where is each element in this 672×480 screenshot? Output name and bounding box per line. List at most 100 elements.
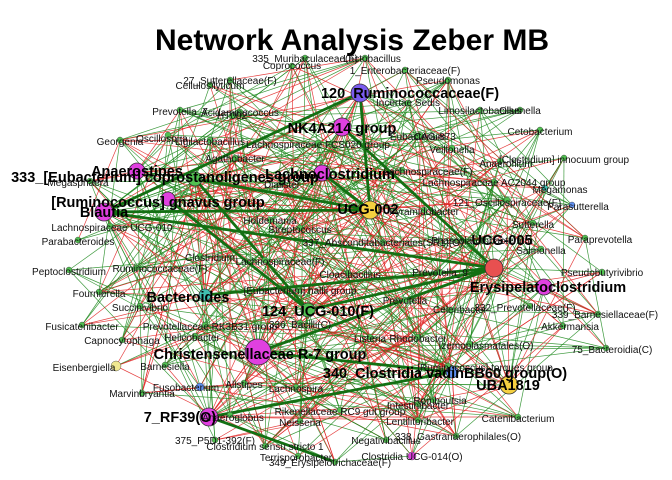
node-label: Negativibacillus (351, 436, 420, 447)
edge (369, 129, 541, 211)
edge (199, 386, 457, 437)
edge (493, 267, 603, 273)
edge (164, 309, 451, 366)
edge (307, 135, 419, 311)
edge (295, 386, 434, 401)
node (296, 417, 304, 425)
edge (199, 199, 508, 257)
node-label: 340_Clostridia vadinBB60 group(O) (323, 366, 567, 382)
node (448, 144, 456, 152)
node-label: Parabacteroides (42, 237, 115, 248)
edge (411, 371, 453, 457)
node (429, 396, 437, 404)
node-label: Barnesiella (140, 362, 190, 373)
edge (334, 455, 413, 463)
edge (179, 57, 366, 111)
edge (204, 324, 419, 338)
edge (209, 84, 266, 261)
node (95, 288, 103, 296)
edge (417, 271, 441, 338)
node-label: Salmonella (516, 246, 566, 257)
edge-strong (167, 197, 309, 312)
node-label: Megasphaera (47, 178, 109, 189)
edge (455, 313, 599, 437)
edge (347, 272, 406, 301)
node (278, 179, 286, 187)
node-label: 27_Sutterellaceae(F) (183, 76, 276, 87)
node (138, 389, 146, 397)
edge (584, 237, 607, 349)
edge (364, 57, 425, 211)
edge (298, 69, 406, 291)
node (211, 436, 219, 444)
node (466, 340, 474, 348)
edge (103, 57, 306, 213)
node (313, 164, 331, 182)
node (598, 268, 606, 276)
edge (139, 305, 201, 388)
edge (204, 322, 301, 326)
edge (139, 305, 419, 421)
node (529, 219, 537, 227)
edge (103, 211, 216, 441)
node-label: 338_Gastranaerophilales(O) (395, 432, 521, 443)
node (401, 296, 409, 304)
edge (209, 84, 495, 183)
edge (121, 109, 181, 341)
edge (115, 324, 206, 367)
edge (234, 157, 519, 418)
edge (194, 178, 336, 463)
edge (304, 57, 387, 441)
edge (229, 414, 336, 463)
node-label: Cellulosilyticum (176, 81, 245, 92)
node-label: [Ruminococcus] gnavus group (51, 195, 265, 211)
node-label: Clostridia UCG-014(O) (361, 452, 462, 463)
edge (299, 160, 501, 324)
edge (334, 204, 573, 463)
edge (257, 336, 419, 353)
node (350, 83, 370, 103)
edge (199, 386, 387, 441)
edge (469, 181, 495, 345)
node (602, 344, 610, 352)
node-label: Listeria (354, 334, 387, 345)
node (261, 256, 269, 264)
edge (291, 65, 501, 162)
node-label: Phascolarctobacterium (431, 236, 533, 247)
node (514, 413, 522, 421)
edge (209, 139, 231, 416)
edge (299, 134, 421, 229)
node (116, 136, 124, 144)
node-label: 335_Muribaculaceae(F) (252, 54, 358, 65)
edge (432, 79, 449, 401)
edge (229, 79, 425, 211)
edge (139, 109, 481, 307)
edge (234, 157, 495, 183)
edge (404, 299, 607, 349)
node (559, 322, 567, 330)
edge (208, 209, 371, 418)
edge (194, 178, 206, 296)
edge-strong (257, 266, 495, 354)
node (314, 139, 322, 147)
edge-strong (208, 415, 336, 464)
node (236, 108, 244, 116)
node-layer (65, 54, 610, 466)
node (536, 126, 544, 134)
node-label: Rhodobacter (389, 334, 447, 345)
edge (199, 255, 419, 421)
edge (231, 115, 534, 224)
node (476, 106, 484, 114)
edge (341, 109, 521, 128)
edge (544, 157, 565, 189)
node (294, 452, 302, 460)
node (295, 286, 303, 294)
edge (299, 92, 361, 229)
node (407, 451, 417, 461)
edge (347, 102, 409, 274)
edge-strong (307, 266, 495, 312)
edge (119, 139, 319, 144)
edge (404, 69, 510, 386)
edge-strong (341, 125, 495, 270)
edge (208, 271, 441, 418)
